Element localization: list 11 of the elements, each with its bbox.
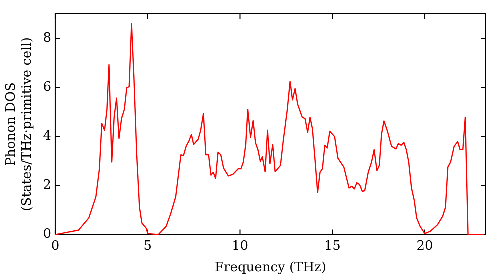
x-axis-title: Frequency (THz) [215, 260, 326, 276]
y-tick-label: 8 [43, 30, 52, 46]
x-tick-label: 15 [324, 238, 341, 254]
y-tick-label: 2 [43, 178, 52, 194]
x-tick-label: 20 [416, 238, 434, 254]
y-tick-label: 4 [43, 129, 52, 144]
x-tick-label: 5 [144, 238, 152, 254]
y-tick-label: 0 [43, 227, 52, 242]
y-axis-title: Phonon DOS (States/THz·primitive cell) [4, 37, 35, 212]
y-tick-label: 6 [43, 80, 52, 95]
x-tick-label: 10 [232, 238, 249, 254]
